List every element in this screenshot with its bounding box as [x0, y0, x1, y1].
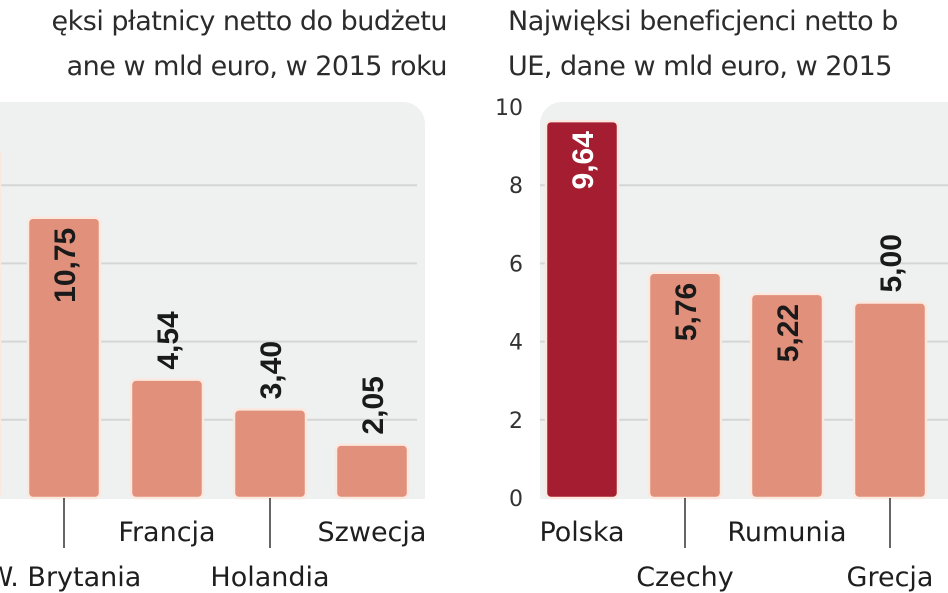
y-tick-label: 6 — [509, 252, 523, 277]
bar-szwecja — [334, 443, 410, 500]
net-beneficiaries-chart: Najwięksi beneficjenci netto b UE, dane … — [495, 6, 948, 593]
y-tick-label: 0 — [509, 487, 523, 512]
y-tick-label: 4 — [509, 331, 523, 356]
data-label: 9,64 — [567, 131, 600, 190]
y-tick-label: 2 — [509, 409, 523, 434]
data-label: 3,40 — [255, 341, 288, 399]
chart-title-line-1: ęksi płatnicy netto do budżetu — [52, 6, 447, 37]
chart-title-line-1: Najwięksi beneficjenci netto b — [508, 6, 898, 37]
category-label: Rumunia — [727, 517, 846, 548]
data-label: 2,05 — [357, 376, 390, 434]
data-label: 5,76 — [670, 283, 703, 341]
net-payers-chart: ęksi płatnicy netto do budżetu ane w mld… — [0, 6, 448, 593]
bar-grecja — [852, 301, 928, 500]
category-label: Holandia — [210, 562, 329, 593]
chart-title-line-2: ane w mld euro, w 2015 roku — [67, 51, 447, 82]
category-label: W. Brytania — [0, 562, 141, 593]
data-label: 5,22 — [772, 304, 805, 362]
category-label: Czechy — [636, 562, 734, 593]
data-label: 5,00 — [875, 234, 908, 292]
bar-holandia — [232, 408, 308, 500]
bar-rumunia — [749, 292, 825, 500]
bar-polska — [544, 119, 620, 500]
category-label: Francja — [118, 517, 215, 548]
data-label: 4,54 — [152, 311, 185, 370]
data-label: 10,75 — [49, 228, 82, 303]
chart-title-line-2: UE, dane w mld euro, w 2015 — [508, 51, 892, 82]
category-label: Szwecja — [318, 517, 427, 548]
bar-francja — [129, 378, 205, 500]
y-tick-label: 10 — [495, 96, 523, 121]
y-tick-label: 8 — [509, 174, 523, 199]
category-label: Grecja — [847, 562, 934, 593]
category-label: Polska — [539, 517, 624, 548]
